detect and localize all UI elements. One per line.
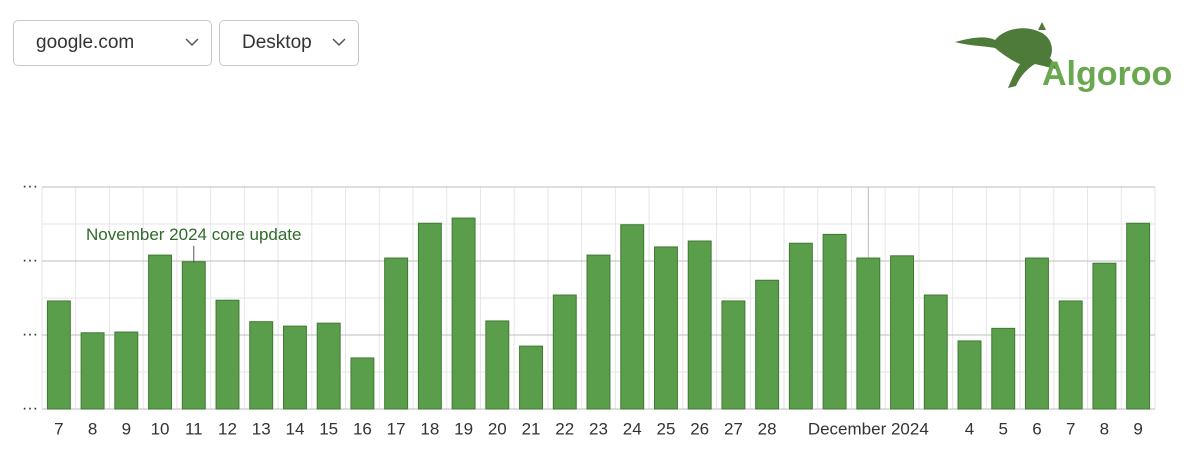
bar bbox=[114, 331, 139, 410]
bar bbox=[991, 327, 1016, 410]
x-tick-label: 21 bbox=[522, 419, 541, 438]
bar bbox=[822, 233, 847, 410]
bar bbox=[620, 224, 645, 410]
x-tick-label: 23 bbox=[589, 419, 608, 438]
bar bbox=[1126, 222, 1151, 410]
bar bbox=[451, 217, 476, 410]
bar bbox=[417, 222, 442, 410]
bar bbox=[316, 322, 341, 410]
logo-text: Algoroo bbox=[1042, 55, 1172, 93]
bar bbox=[552, 294, 577, 410]
bar bbox=[653, 246, 678, 410]
device-dropdown[interactable]: Desktop bbox=[219, 20, 359, 66]
bar bbox=[148, 254, 173, 410]
x-tick-label: December 2024 bbox=[808, 419, 929, 438]
x-tick-label: 7 bbox=[54, 419, 63, 438]
x-tick-label: 24 bbox=[623, 419, 642, 438]
x-tick-label: 26 bbox=[690, 419, 709, 438]
y-tick-label: … bbox=[22, 172, 39, 191]
x-tick-label: 8 bbox=[88, 419, 97, 438]
x-tick-label: 19 bbox=[454, 419, 473, 438]
bar bbox=[721, 300, 746, 410]
y-tick-label: … bbox=[22, 320, 39, 339]
x-tick-label: 13 bbox=[252, 419, 271, 438]
x-tick-label: 17 bbox=[387, 419, 406, 438]
x-tick-label: 9 bbox=[122, 419, 131, 438]
kangaroo bbox=[955, 28, 1060, 88]
bar bbox=[1058, 300, 1083, 410]
device-value: Desktop bbox=[242, 32, 312, 53]
bar bbox=[957, 340, 982, 410]
bar bbox=[755, 279, 780, 410]
bar bbox=[890, 255, 915, 410]
bar bbox=[384, 257, 409, 410]
bar bbox=[249, 321, 274, 410]
x-tick-label: 12 bbox=[218, 419, 237, 438]
x-tick-label: 15 bbox=[319, 419, 338, 438]
x-tick-label: 20 bbox=[488, 419, 507, 438]
x-tick-label: 18 bbox=[420, 419, 439, 438]
bar bbox=[586, 254, 611, 410]
x-tick-label: 14 bbox=[285, 419, 304, 438]
bar bbox=[46, 300, 71, 410]
x-tick-label: 7 bbox=[1066, 419, 1075, 438]
site-value: google.com bbox=[36, 32, 135, 53]
bar bbox=[687, 240, 712, 410]
chevron bbox=[332, 38, 346, 47]
x-tick-label: 11 bbox=[185, 419, 203, 438]
bar bbox=[1092, 262, 1117, 410]
bar bbox=[485, 320, 510, 410]
x-tick-label: 9 bbox=[1133, 419, 1142, 438]
x-tick-label: 28 bbox=[758, 419, 777, 438]
y-tick-label: … bbox=[22, 246, 39, 265]
annotation: November 2024 core update bbox=[86, 225, 301, 244]
x-tick-label: 22 bbox=[555, 419, 574, 438]
bar bbox=[923, 294, 948, 410]
x-tick-label: 10 bbox=[151, 419, 170, 438]
bar bbox=[350, 357, 375, 410]
x-tick-label: 27 bbox=[724, 419, 743, 438]
x-tick-label: 8 bbox=[1100, 419, 1109, 438]
bar bbox=[282, 325, 307, 410]
bar bbox=[519, 345, 544, 410]
y-tick-label: … bbox=[22, 394, 39, 413]
bar bbox=[80, 332, 105, 410]
ear bbox=[1038, 22, 1046, 30]
x-tick-label: 5 bbox=[998, 419, 1007, 438]
x-tick-label: 6 bbox=[1032, 419, 1041, 438]
site-dropdown[interactable]: google.com bbox=[13, 20, 212, 66]
x-tick-label: 4 bbox=[965, 419, 974, 438]
bar bbox=[181, 261, 206, 410]
bar bbox=[1024, 257, 1049, 410]
x-tick-label: 16 bbox=[353, 419, 372, 438]
x-tick-label: 25 bbox=[656, 419, 675, 438]
bar bbox=[856, 257, 881, 410]
logo: Algoroo bbox=[955, 22, 1172, 93]
chevron bbox=[185, 38, 199, 47]
bar bbox=[215, 299, 240, 410]
bar bbox=[788, 242, 813, 410]
